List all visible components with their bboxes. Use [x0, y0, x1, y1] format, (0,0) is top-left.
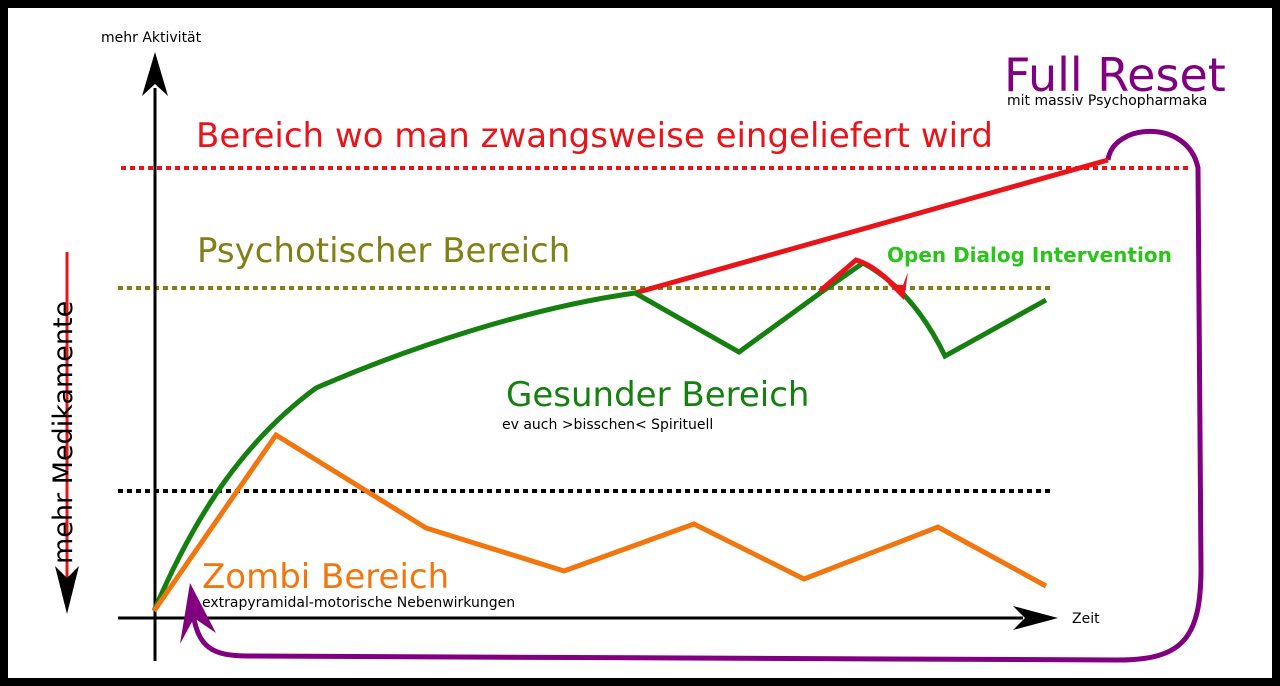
y-axis-label: mehr Aktivität: [101, 30, 202, 46]
forced-zone-label: Bereich wo man zwangsweise eingeliefert …: [196, 116, 994, 156]
healthy-zone-sublabel: ev auch >bisschen< Spirituell: [502, 417, 714, 433]
full-reset-sublabel: mit massiv Psychopharmaka: [1007, 93, 1208, 109]
healthy-zone-label: Gesunder Bereich: [506, 375, 810, 415]
zombie-zone-label: Zombi Bereich: [202, 557, 450, 597]
full-reset-label: Full Reset: [1004, 48, 1226, 102]
y-axis-arrowhead: [142, 52, 168, 96]
full-reset-arrowhead: [180, 583, 216, 644]
forced-trajectory: [634, 157, 1109, 296]
open-dialog-label: Open Dialog Intervention: [887, 243, 1172, 267]
medication-arrowhead: [55, 566, 79, 614]
zombie-trajectory: [151, 431, 1048, 613]
x-axis-label: Zeit: [1072, 611, 1100, 627]
diagram-graphics: [55, 52, 1204, 663]
full-reset-loop: [190, 128, 1204, 663]
zombie-zone-sublabel: extrapyramidal-motorische Nebenwirkungen: [202, 595, 516, 611]
x-axis-arrowhead: [1013, 606, 1058, 630]
diagram-canvas: mehr Aktivität Zeit mehr Medikamente Ber…: [8, 8, 1272, 678]
medication-label: mehr Medikamente: [48, 300, 79, 564]
open-dialog-arrowhead: [888, 272, 908, 300]
psychotic-zone-label: Psychotischer Bereich: [197, 231, 571, 271]
